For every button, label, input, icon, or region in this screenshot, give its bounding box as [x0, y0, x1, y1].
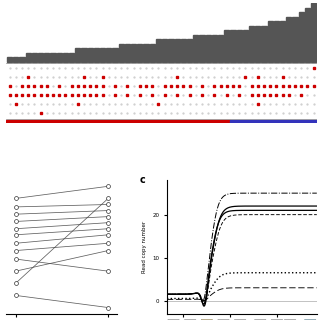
Bar [236, 30, 242, 62]
Bar [230, 120, 317, 123]
Polygon shape [268, 319, 283, 320]
Bar [119, 44, 124, 62]
Polygon shape [185, 319, 199, 320]
Bar [230, 30, 236, 62]
Bar [305, 8, 310, 62]
Bar [299, 12, 304, 62]
Bar [38, 52, 43, 62]
Polygon shape [284, 319, 299, 320]
Bar [274, 21, 279, 62]
Bar [205, 35, 211, 62]
Polygon shape [301, 319, 316, 320]
Bar [199, 35, 204, 62]
Bar [6, 120, 230, 123]
Bar [268, 21, 273, 62]
Bar [137, 44, 142, 62]
Bar [181, 39, 186, 62]
Polygon shape [251, 319, 266, 320]
Y-axis label: Read copy number: Read copy number [142, 221, 147, 273]
Polygon shape [168, 319, 183, 320]
Bar [168, 39, 173, 62]
Bar [162, 39, 167, 62]
Bar [311, 3, 316, 62]
Bar [249, 26, 254, 62]
Bar [261, 26, 267, 62]
Bar [88, 48, 93, 62]
Bar [280, 21, 285, 62]
Polygon shape [218, 319, 233, 320]
Bar [69, 52, 74, 62]
Bar [143, 44, 149, 62]
Bar [81, 48, 87, 62]
Bar [32, 52, 37, 62]
Bar [150, 44, 155, 62]
Bar [255, 26, 260, 62]
Bar [193, 35, 198, 62]
Bar [26, 52, 31, 62]
Bar [44, 52, 49, 62]
Bar [13, 57, 18, 62]
Bar [19, 57, 25, 62]
Bar [286, 17, 292, 62]
Bar [125, 44, 130, 62]
Bar [63, 52, 68, 62]
Bar [212, 35, 217, 62]
Bar [100, 48, 105, 62]
Bar [7, 57, 12, 62]
Bar [131, 44, 136, 62]
Polygon shape [201, 319, 216, 320]
Bar [187, 39, 192, 62]
Bar [50, 52, 56, 62]
Bar [218, 35, 223, 62]
Bar [243, 30, 248, 62]
Bar [94, 48, 99, 62]
Bar [57, 52, 62, 62]
Polygon shape [235, 319, 249, 320]
Bar [156, 39, 161, 62]
Bar [292, 17, 298, 62]
Bar [174, 39, 180, 62]
Bar [224, 30, 229, 62]
Text: c: c [140, 175, 146, 185]
Bar [112, 48, 118, 62]
Bar [75, 48, 80, 62]
Bar [106, 48, 111, 62]
